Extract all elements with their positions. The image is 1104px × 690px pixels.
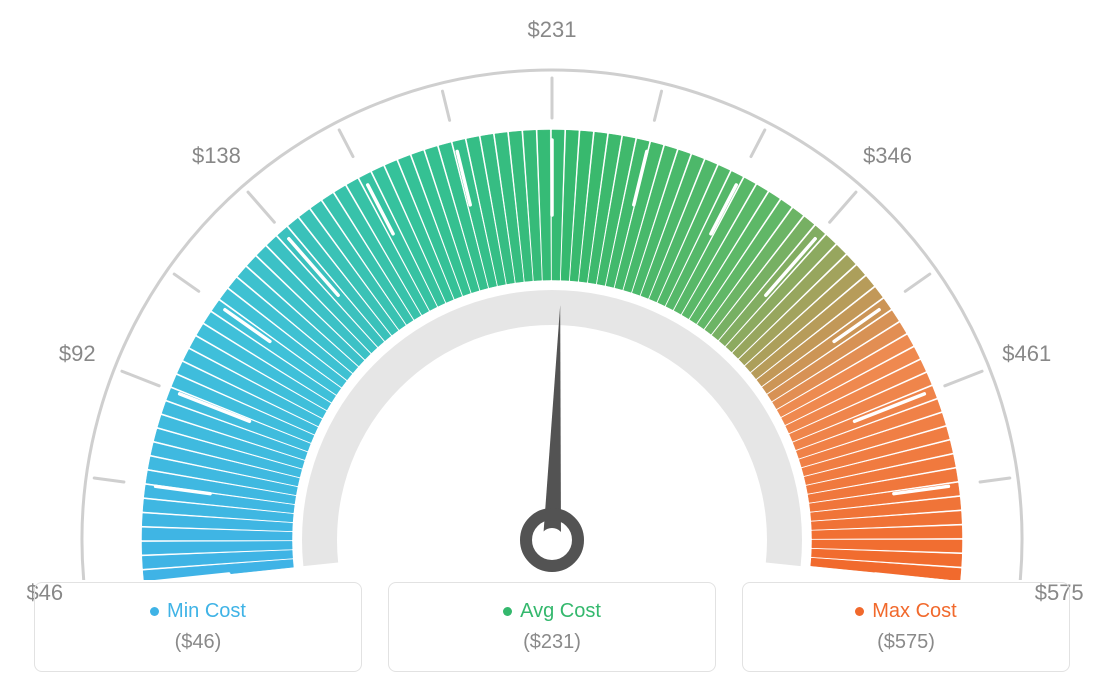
- gauge-tick-label: $461: [1002, 341, 1051, 367]
- gauge-tick-label: $138: [192, 143, 241, 169]
- legend-value-max: ($575): [877, 631, 935, 654]
- legend-title-min: Min Cost: [150, 600, 246, 623]
- legend-card-avg: Avg Cost ($231): [388, 582, 716, 672]
- legend-title-avg: Avg Cost: [503, 600, 601, 623]
- gauge-svg: [52, 20, 1052, 580]
- legend-row: Min Cost ($46) Avg Cost ($231) Max Cost …: [34, 582, 1070, 672]
- legend-title-text-avg: Avg Cost: [520, 600, 601, 623]
- gauge-tick-label: $346: [863, 143, 912, 169]
- legend-title-text-max: Max Cost: [872, 600, 956, 623]
- legend-value-avg: ($231): [523, 631, 581, 654]
- legend-value-min: ($46): [175, 631, 222, 654]
- legend-title-max: Max Cost: [855, 600, 956, 623]
- legend-title-text-min: Min Cost: [167, 600, 246, 623]
- legend-card-min: Min Cost ($46): [34, 582, 362, 672]
- gauge-tick-label: $231: [528, 17, 577, 43]
- cost-gauge: $46$92$138$231$346$461$575: [52, 20, 1052, 580]
- legend-card-max: Max Cost ($575): [742, 582, 1070, 672]
- gauge-tick-label: $92: [59, 341, 96, 367]
- legend-dot-min: [150, 607, 159, 616]
- legend-dot-avg: [503, 607, 512, 616]
- legend-dot-max: [855, 607, 864, 616]
